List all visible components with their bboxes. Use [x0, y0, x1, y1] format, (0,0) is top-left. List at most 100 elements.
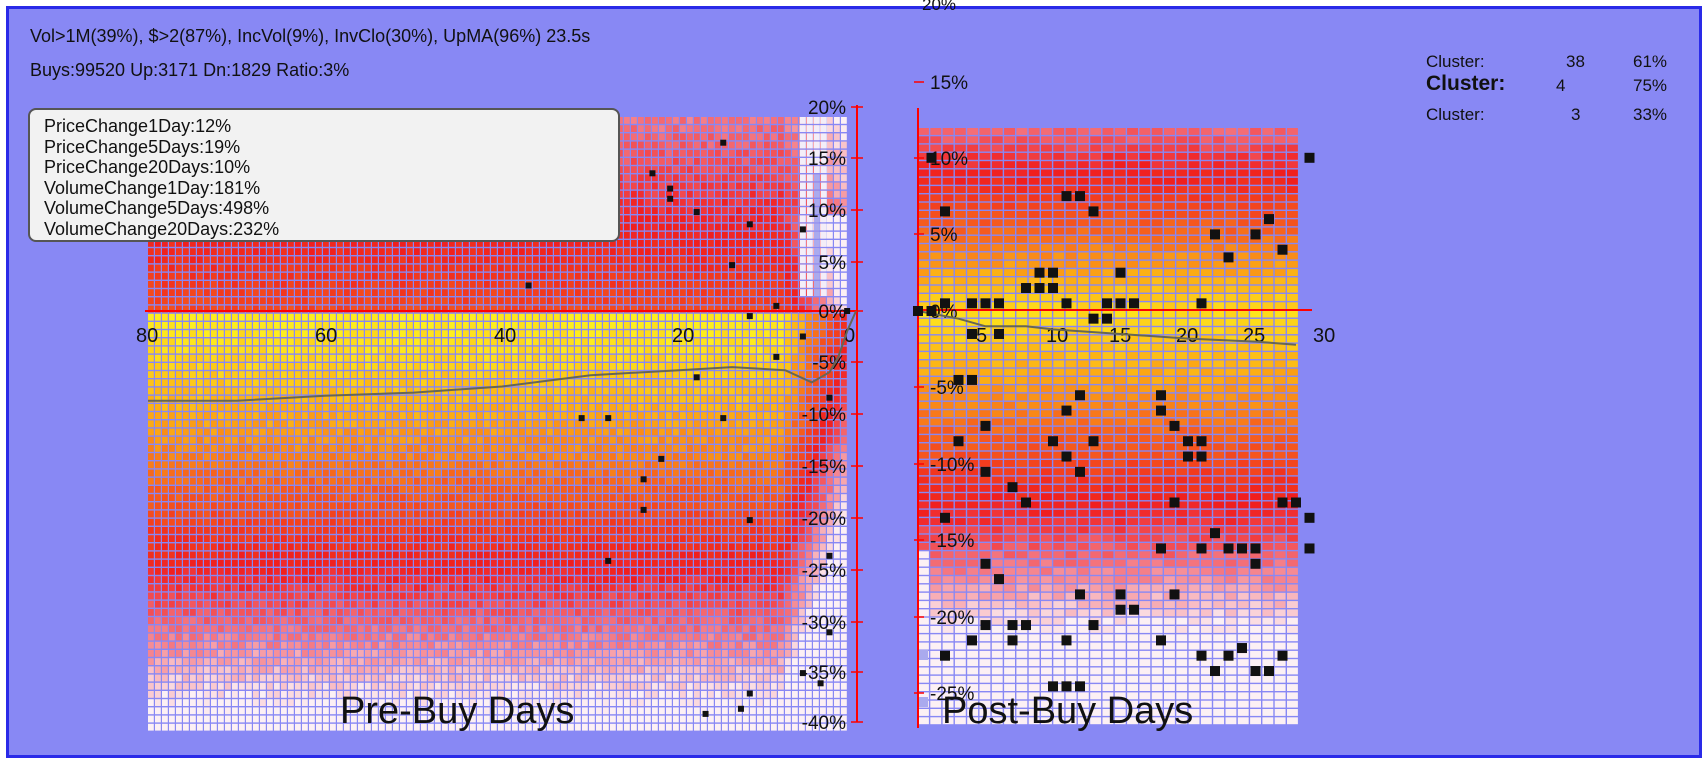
heatmap-cell — [841, 453, 847, 460]
heatmap-cell — [792, 518, 798, 526]
heatmap-cell — [309, 363, 315, 370]
heatmap-cell — [701, 207, 707, 214]
heatmap-cell — [512, 387, 518, 395]
heatmap-cell — [274, 305, 280, 313]
heatmap-cell — [659, 231, 665, 239]
heatmap-cell — [792, 272, 798, 280]
heatmap-cell — [575, 240, 581, 247]
heatmap-cell — [645, 215, 651, 223]
heatmap-cell — [610, 322, 616, 329]
heatmap-cell — [547, 387, 553, 395]
heatmap-cell — [176, 469, 182, 477]
heatmap-cell — [470, 281, 476, 288]
heatmap-cell — [540, 371, 546, 378]
heatmap-cell — [701, 494, 707, 501]
heatmap-cell — [533, 445, 539, 452]
heatmap-cell — [680, 313, 686, 321]
heatmap-cell — [218, 461, 224, 469]
heatmap-cell — [498, 240, 504, 247]
heatmap-cell — [687, 510, 693, 518]
heatmap-cell — [526, 518, 532, 526]
heatmap-cell — [197, 477, 203, 485]
heatmap-cell — [379, 248, 385, 255]
heatmap-cell — [393, 469, 399, 477]
heatmap-cell — [799, 461, 805, 469]
heatmap-cell — [246, 289, 252, 296]
heatmap-cell — [568, 477, 574, 485]
heatmap-cell — [841, 486, 847, 493]
heatmap-cell — [218, 387, 224, 395]
heatmap-cell — [351, 518, 357, 526]
heatmap-cell — [512, 330, 518, 337]
heatmap-cell — [799, 518, 805, 526]
heatmap-cell — [358, 346, 364, 354]
heatmap-cell — [155, 404, 161, 411]
heatmap-cell — [603, 453, 609, 460]
heatmap-cell — [372, 412, 378, 419]
heatmap-cell — [547, 240, 553, 247]
heatmap-cell — [813, 387, 819, 395]
heatmap-cell — [197, 264, 203, 272]
heatmap-cell — [771, 346, 777, 354]
heatmap-cell — [547, 322, 553, 329]
heatmap-cell — [400, 469, 406, 477]
heatmap-cell — [337, 412, 343, 419]
heatmap-cell — [785, 223, 791, 231]
heatmap-cell — [505, 395, 511, 403]
heatmap-cell — [526, 453, 532, 460]
heatmap-cell — [715, 346, 721, 354]
heatmap-cell — [519, 256, 525, 264]
heatmap-cell — [554, 371, 560, 378]
heatmap-cell — [428, 272, 434, 280]
heatmap-cell — [239, 420, 245, 428]
heatmap-cell — [442, 330, 448, 337]
heatmap-cell — [575, 248, 581, 255]
heatmap-cell — [232, 363, 238, 370]
heatmap-cell — [750, 248, 756, 255]
heatmap-cell — [561, 494, 567, 501]
heatmap-cell — [470, 387, 476, 395]
heatmap-cell — [281, 272, 287, 280]
heatmap-cell — [792, 510, 798, 518]
heatmap-cell — [673, 404, 679, 411]
heatmap-cell — [603, 494, 609, 501]
heatmap-cell — [344, 453, 350, 460]
heatmap-cell — [666, 428, 672, 436]
heatmap-cell — [463, 248, 469, 255]
heatmap-cell — [162, 469, 168, 477]
heatmap-cell — [785, 149, 791, 157]
heatmap-cell — [764, 133, 770, 141]
heatmap-cell — [533, 354, 539, 362]
heatmap-cell — [260, 420, 266, 428]
heatmap-cell — [491, 322, 497, 329]
heatmap-cell — [449, 371, 455, 378]
heatmap-cell — [659, 223, 665, 231]
heatmap-cell — [624, 404, 630, 411]
heatmap-cell — [820, 371, 826, 378]
heatmap-cell — [785, 395, 791, 403]
heatmap-cell — [764, 404, 770, 411]
heatmap-cell — [792, 149, 798, 157]
heatmap-cell — [638, 133, 644, 141]
heatmap-cell — [554, 486, 560, 493]
heatmap-cell — [337, 379, 343, 387]
heatmap-cell — [687, 395, 693, 403]
heatmap-cell — [834, 436, 840, 444]
heatmap-cell — [477, 494, 483, 501]
heatmap-cell — [834, 231, 840, 239]
heatmap-cell — [442, 363, 448, 370]
heatmap-cell — [694, 404, 700, 411]
heatmap-cell — [708, 420, 714, 428]
heatmap-cell — [316, 305, 322, 313]
heatmap-cell — [162, 297, 168, 305]
heatmap-cell — [617, 387, 623, 395]
heatmap-cell — [792, 428, 798, 436]
heatmap-cell — [190, 412, 196, 419]
heatmap-cell — [484, 469, 490, 477]
heatmap-cell — [764, 445, 770, 452]
heatmap-cell — [456, 272, 462, 280]
heatmap-cell — [197, 289, 203, 296]
heatmap-cell — [652, 436, 658, 444]
heatmap-cell — [407, 469, 413, 477]
heatmap-cell — [715, 363, 721, 370]
